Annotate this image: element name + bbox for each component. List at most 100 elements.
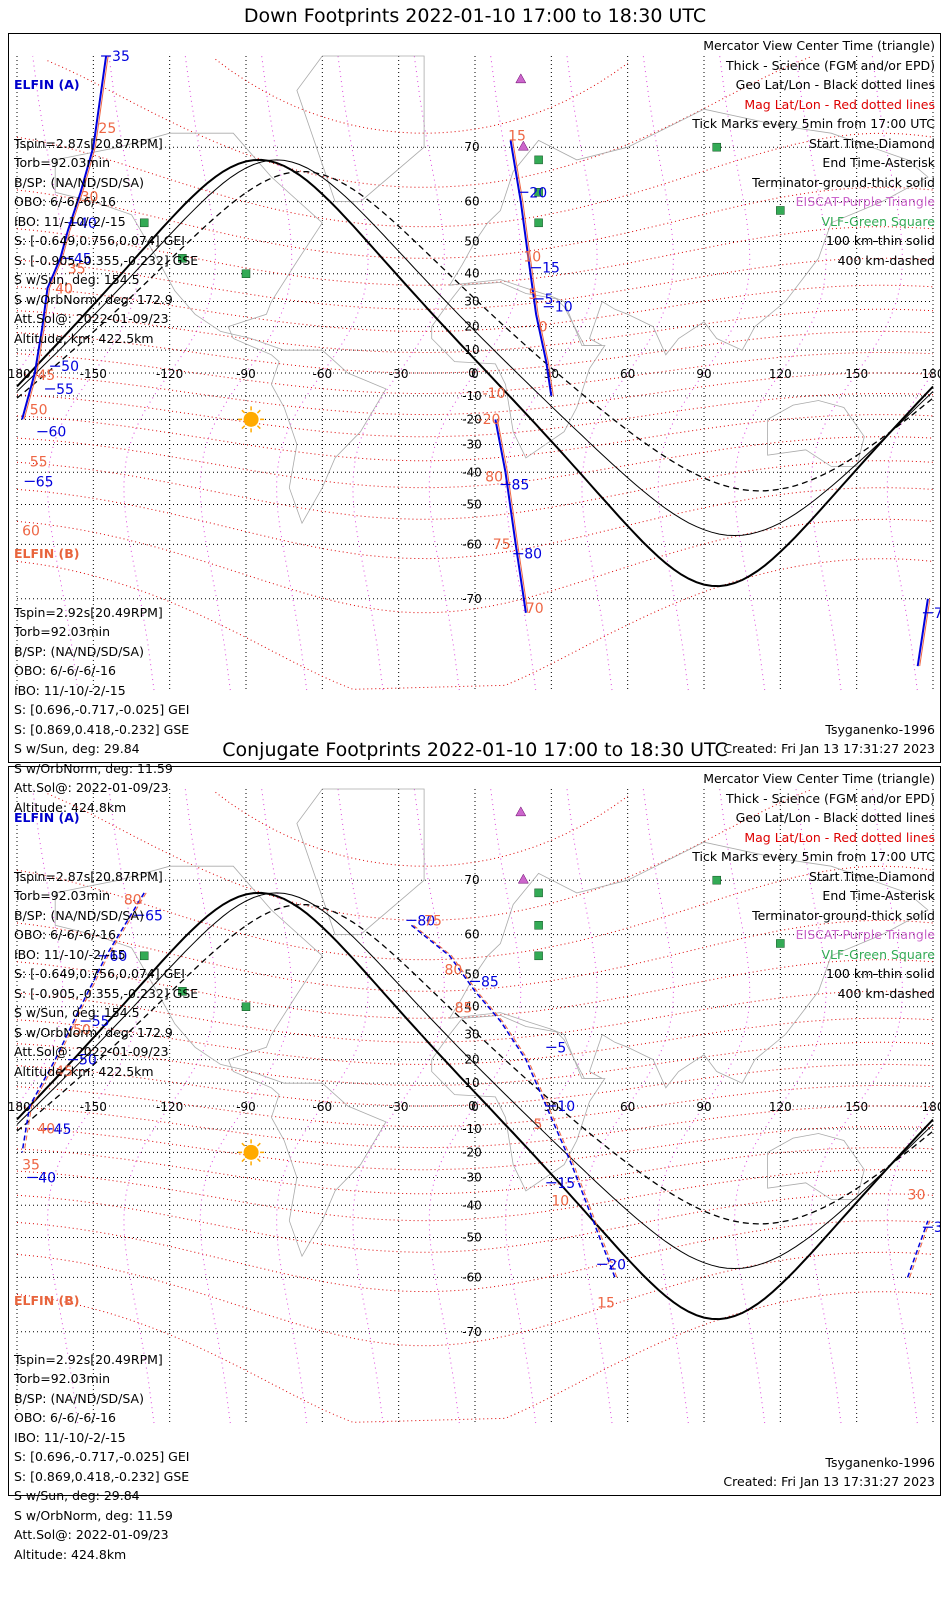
mag-meridian (123, 55, 216, 691)
footer-created: Created: Fri Jan 13 17:31:27 2023 (723, 1474, 935, 1489)
mag-meridian (199, 55, 293, 691)
time-tick-label: 5 (557, 1040, 566, 1056)
time-tick-label: 55 (56, 382, 74, 398)
y-tick-label: 70 (464, 873, 479, 887)
sun-ray (256, 1142, 261, 1147)
elfin-b-info-line: S: [0.869,0.418,-0.232] GSE (14, 721, 190, 737)
time-tick-label: 80 (524, 547, 542, 563)
elfin-a-info-line: S: [-0.905,-0.355,-0.232] GSE (14, 985, 199, 1001)
vlf-square (178, 254, 187, 263)
mag-parallel (16, 487, 934, 560)
mag-parallel (16, 308, 934, 354)
elfin-a-info-line: Altitude, km: 422.5km (14, 1063, 154, 1079)
y-tick-label: -70 (462, 1325, 482, 1339)
elfin-a-info-line: Torb=92.03min (14, 155, 111, 170)
x-tick-label: -30 (389, 367, 409, 381)
time-tick-label: 35 (934, 1220, 940, 1236)
y-tick-label: -40 (462, 1198, 482, 1212)
elfin-b-info-line: IBO: 11/-10/-2/-15 (14, 682, 126, 698)
elfin-a-info-line: S: [-0.905,-0.355,-0.232] GSE (14, 252, 199, 268)
vlf-square (534, 188, 543, 197)
mag-label: 25 (98, 121, 116, 137)
mag-label: 40 (37, 1121, 55, 1137)
x-tick-label: -120 (156, 367, 183, 381)
mag-label: 50 (73, 1023, 91, 1039)
elfin-a-info-line: B/SP: (NA/ND/SD/SA) (14, 174, 144, 190)
mag-label: 5 (528, 287, 537, 303)
time-tick-label: 45 (54, 1122, 72, 1138)
y-tick-label: -70 (462, 592, 482, 606)
mag-label: 30 (81, 190, 99, 206)
mag-meridian (199, 788, 293, 1424)
mag-parallel (215, 791, 628, 867)
mag-parallel (16, 330, 934, 374)
y-tick-label: 40 (464, 267, 479, 281)
time-tick-label: 10 (557, 1099, 575, 1115)
elfin-b-info-line: Att.Sol@: 2022-01-09/23 (14, 780, 169, 795)
elfin-b-info-line: Torb=92.03min (14, 624, 111, 639)
vlf-square (534, 951, 543, 961)
mag-parallel (16, 558, 934, 690)
vlf-square (534, 218, 543, 228)
time-tick-label: 85 (481, 974, 499, 990)
footprint-track (21, 892, 145, 1153)
continent-outline (54, 865, 387, 1258)
elfin-a-info-line: Tspin=2.87s[20.87RPM] (14, 868, 163, 884)
mag-label: 70 (526, 601, 544, 617)
elfin-a-info-line: S w/OrbNorm, deg: 172.9 (14, 291, 173, 307)
mag-label: 10 (523, 250, 541, 266)
map-svg-conjugate: -180 -150 -120 -90 -60 -30 0 30 60 90 120 150 180 -70… (9, 788, 940, 1424)
vlf-square (534, 155, 543, 165)
mag-label: 55 (30, 454, 48, 470)
elfin-b-info-line: Altitude: 424.8km (14, 799, 127, 815)
y-tick-label: 30 (464, 295, 479, 309)
elfin-a-info-line: Altitude, km: 422.5km (14, 330, 154, 346)
mag-meridian (886, 1105, 934, 1424)
mag-meridian (734, 55, 827, 691)
y-tick-label: 20 (464, 1053, 479, 1067)
terminator-ground (16, 891, 934, 1321)
mag-label: 15 (508, 128, 526, 144)
mag-meridian (428, 55, 522, 691)
footprint-track (21, 55, 108, 420)
mag-meridian (581, 55, 674, 691)
legend-entry: Thick - Science (FGM and/or EPD) (726, 790, 935, 806)
legend-entry: Start Time-Diamond (808, 135, 935, 151)
terminator-100km (16, 159, 934, 537)
y-tick-label: -30 (462, 1170, 482, 1184)
footer-model: Tsyganenko-1996 (825, 1455, 935, 1470)
elfin-a-info-line: IBO: 11/-10/-2/-15 (14, 946, 126, 962)
vlf-square (178, 987, 187, 996)
legend-entry: End Time-Asterisk (822, 888, 935, 903)
x-tick-label: 60 (620, 367, 635, 381)
footprint-track-secondary (919, 598, 931, 667)
time-tick-label: 5 (545, 292, 554, 308)
mag-label: 80 (124, 893, 142, 909)
continent-outline (296, 55, 425, 202)
footprint-track-secondary (496, 419, 529, 613)
elfin-a-info-line: S w/Sun, deg: 154.5 (14, 1005, 140, 1020)
elfin-b-info-line: S w/Sun, deg: 29.84 (14, 741, 140, 756)
footprint-track-secondary (413, 924, 618, 1278)
legend-entry: 100 km-thin solid (826, 233, 935, 248)
eiscat-triangle (515, 806, 527, 817)
elfin-b-info-line: S: [0.696,-0.717,-0.025] GEI (14, 702, 190, 717)
y-tick-label: 50 (464, 967, 479, 981)
mag-label: 80 (444, 962, 462, 978)
elfin-b-info-line: S w/OrbNorm, deg: 11.59 (14, 1507, 173, 1523)
elfin-b-info-line: S: [0.696,-0.717,-0.025] GEI (14, 1449, 190, 1464)
mag-label: 75 (424, 913, 442, 929)
x-tick-label: -180 (9, 367, 31, 381)
eiscat-triangle (517, 140, 529, 151)
y-tick-label: 50 (464, 234, 479, 248)
sun-ray (241, 409, 246, 414)
y-tick-label: 0 (468, 366, 476, 380)
time-tick-label: 60 (48, 425, 66, 441)
legend-entry: 400 km-dashed (837, 985, 935, 1001)
time-tick-label: 20 (608, 1257, 626, 1273)
mag-label: 80 (485, 469, 503, 485)
mag-meridian (352, 55, 445, 691)
mag-label: 10 (551, 1193, 569, 1209)
elfin-b-header: ELFIN (B) (14, 546, 80, 561)
elfin-a-lines: Tspin=2.87s[20.87RPM] Torb=92.03min B/SP: … (14, 867, 198, 1082)
